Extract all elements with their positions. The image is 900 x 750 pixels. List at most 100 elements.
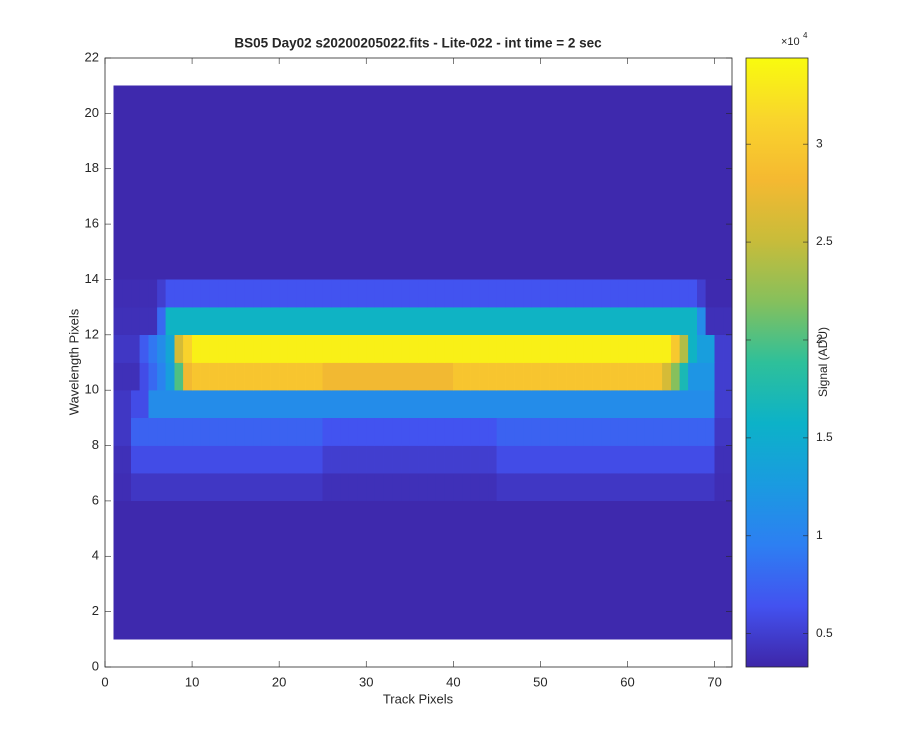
- heatmap-cell: [209, 556, 219, 585]
- heatmap-cell: [479, 196, 489, 225]
- heatmap-cell: [331, 362, 341, 391]
- heatmap-cell: [636, 223, 646, 252]
- heatmap-cell: [696, 85, 707, 114]
- heatmap-cell: [374, 85, 384, 114]
- heatmap-cell: [139, 196, 149, 225]
- heatmap-cell: [357, 473, 367, 502]
- heatmap-cell: [226, 85, 236, 114]
- heatmap-cell: [688, 611, 698, 640]
- heatmap-cell: [531, 528, 541, 557]
- heatmap-cell: [261, 445, 271, 474]
- heatmap-cell: [305, 528, 315, 557]
- y-tick-label: 10: [85, 382, 99, 397]
- heatmap-cell: [218, 140, 228, 169]
- heatmap-cell: [148, 223, 158, 252]
- heatmap-cell: [662, 611, 672, 640]
- heatmap-cell: [183, 611, 193, 640]
- heatmap-cell: [505, 500, 515, 529]
- heatmap-cell: [287, 556, 297, 585]
- heatmap-cell: [496, 417, 506, 446]
- heatmap-cell: [313, 445, 323, 474]
- heatmap-cell: [261, 223, 271, 252]
- heatmap-cell: [444, 417, 454, 446]
- heatmap-cell: [688, 279, 698, 308]
- heatmap-cell: [453, 611, 463, 640]
- heatmap-cell: [714, 140, 724, 169]
- heatmap-cell: [348, 168, 358, 197]
- heatmap-cell: [400, 279, 410, 308]
- heatmap-cell: [461, 611, 471, 640]
- heatmap-cell: [696, 168, 707, 197]
- heatmap-cell: [688, 362, 698, 391]
- heatmap-cell: [444, 334, 454, 363]
- heatmap-cell: [418, 528, 428, 557]
- heatmap-cell: [313, 140, 323, 169]
- heatmap-cell: [696, 445, 707, 474]
- heatmap-cell: [348, 528, 358, 557]
- heatmap-cell: [496, 583, 506, 612]
- heatmap-cell: [453, 279, 463, 308]
- heatmap-cell: [122, 445, 132, 474]
- heatmap-cell: [575, 500, 585, 529]
- heatmap-cell: [435, 196, 445, 225]
- heatmap-cell: [383, 500, 393, 529]
- heatmap-cell: [400, 306, 410, 336]
- heatmap-cell: [653, 500, 663, 529]
- heatmap-cell: [357, 223, 367, 252]
- heatmap-cell: [409, 417, 419, 446]
- heatmap-cell: [557, 113, 567, 142]
- heatmap-cell: [531, 279, 541, 308]
- heatmap-cell: [322, 113, 332, 142]
- heatmap-cell: [531, 85, 541, 114]
- heatmap-cell: [662, 279, 672, 308]
- heatmap-cell: [339, 168, 350, 197]
- heatmap-cell: [453, 168, 463, 197]
- heatmap-cell: [505, 85, 515, 114]
- heatmap-cell: [322, 306, 332, 336]
- heatmap-cell: [191, 611, 201, 640]
- heatmap-cell: [366, 196, 376, 225]
- heatmap-cell: [575, 113, 585, 142]
- heatmap-cell: [670, 362, 680, 391]
- heatmap-cell: [165, 500, 175, 529]
- heatmap-cell: [191, 113, 201, 142]
- heatmap-cell: [261, 196, 271, 225]
- heatmap-cell: [557, 140, 567, 169]
- heatmap-cell: [331, 417, 341, 446]
- heatmap-cell: [653, 223, 663, 252]
- heatmap-cell: [287, 500, 297, 529]
- heatmap-cell: [662, 168, 672, 197]
- heatmap-cell: [435, 500, 445, 529]
- heatmap-cell: [479, 279, 489, 308]
- heatmap-cell: [296, 196, 306, 225]
- heatmap-cell: [322, 168, 332, 197]
- heatmap-cell: [548, 583, 559, 612]
- heatmap-cell: [191, 306, 201, 336]
- y-tick-label: 14: [85, 271, 99, 286]
- heatmap-cell: [218, 362, 228, 391]
- heatmap-cell: [252, 389, 262, 419]
- heatmap-cell: [383, 417, 393, 446]
- heatmap-cell: [714, 611, 724, 640]
- heatmap-cell: [636, 389, 646, 419]
- heatmap-cell: [557, 445, 567, 474]
- heatmap-cell: [575, 196, 585, 225]
- heatmap-cell: [514, 279, 524, 308]
- heatmap-cell: [183, 417, 193, 446]
- heatmap-cell: [540, 196, 550, 225]
- heatmap-cell: [348, 611, 358, 640]
- heatmap-cell: [139, 85, 149, 114]
- heatmap-cell: [296, 85, 306, 114]
- heatmap-cell: [444, 223, 454, 252]
- heatmap-cell: [191, 528, 201, 557]
- heatmap-cell: [244, 389, 254, 419]
- heatmap-cell: [627, 556, 637, 585]
- heatmap-cell: [618, 611, 628, 640]
- heatmap-cell: [165, 279, 175, 308]
- heatmap-cell: [113, 85, 123, 114]
- heatmap-cell: [200, 140, 210, 169]
- heatmap-cell: [226, 279, 236, 308]
- heatmap-cell: [200, 223, 210, 252]
- heatmap-cell: [461, 583, 471, 612]
- heatmap-cell: [113, 196, 123, 225]
